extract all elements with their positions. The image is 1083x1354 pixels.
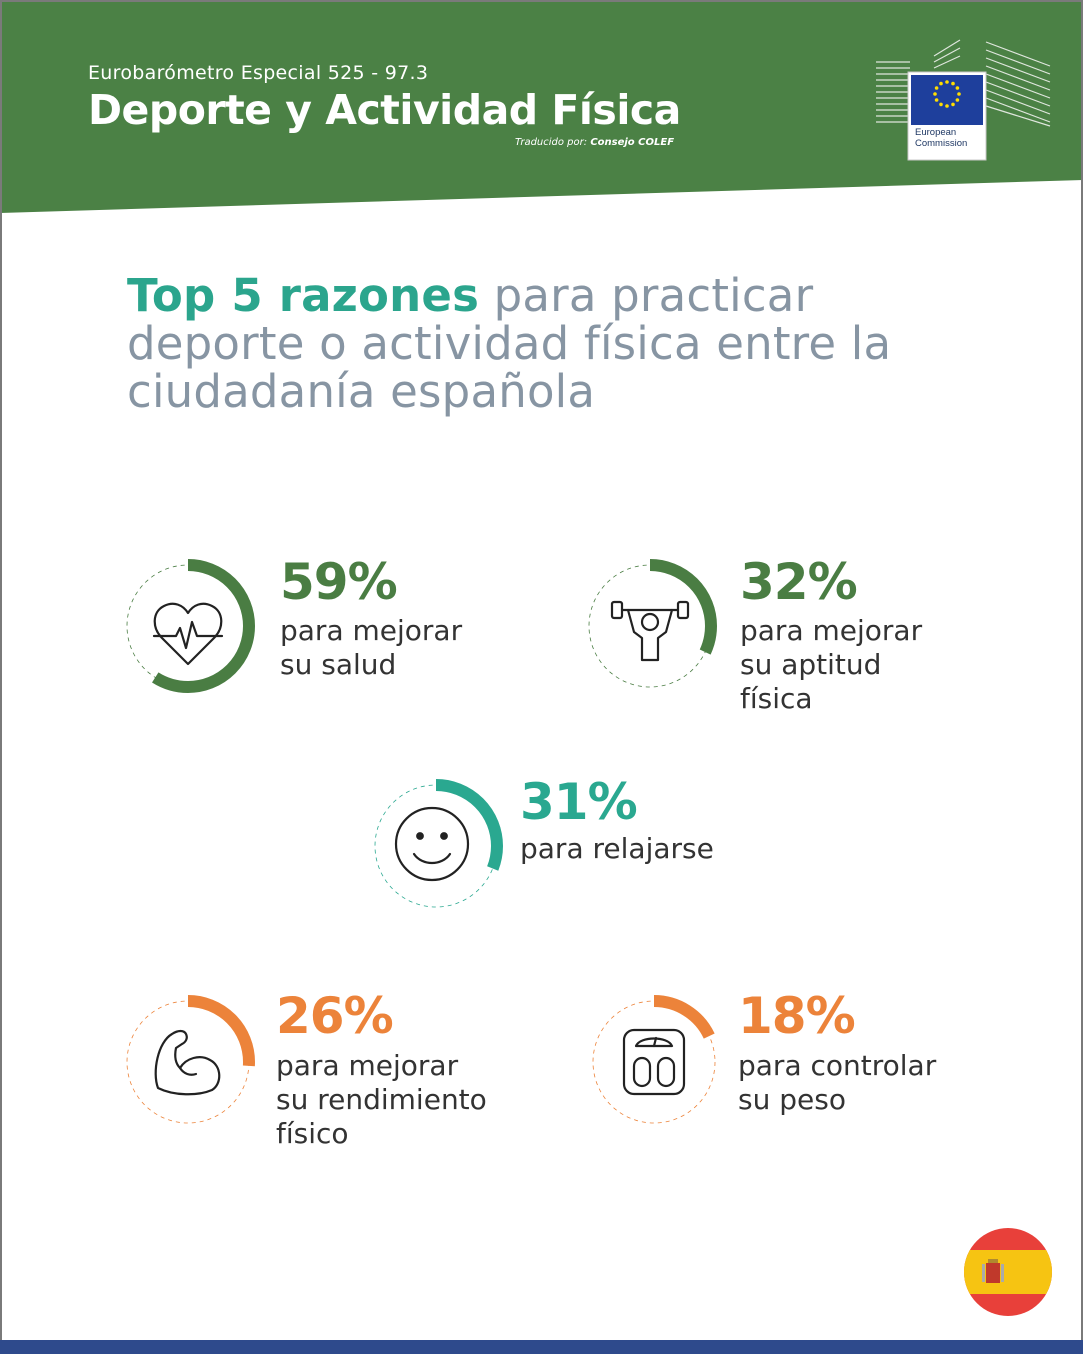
translation-credit: Traducido por: Consejo COLEF — [515, 137, 675, 148]
flexed-bicep-icon — [154, 1029, 221, 1096]
report-title: Deporte y Actividad Física — [88, 86, 681, 134]
stat-ring-fitness — [583, 559, 717, 693]
smiley-face-icon — [394, 806, 470, 882]
stat-label-health: para mejorar su salud — [280, 614, 463, 681]
stat-percent-fitness: 32% — [740, 553, 858, 611]
stat-ring-weight — [587, 995, 721, 1129]
stat-ring-progress — [587, 995, 721, 1129]
stat-label-relax: para relajarse — [520, 832, 714, 865]
stat-percent-relax: 31% — [520, 773, 638, 831]
spain-flag-icon — [964, 1228, 1052, 1316]
headline: Top 5 razones para practicar deporte o a… — [127, 272, 947, 416]
stat-ring-progress — [121, 559, 255, 693]
stat-ring-progress — [369, 779, 503, 913]
stat-label-weight: para controlar su peso — [738, 1049, 937, 1116]
report-subtitle: Eurobarómetro Especial 525 - 97.3 — [88, 62, 429, 84]
stat-percent-weight: 18% — [738, 987, 856, 1045]
heart-pulse-icon — [152, 602, 224, 666]
european-commission-text: European Commission — [915, 127, 968, 149]
stat-ring-performance — [121, 995, 255, 1129]
stat-label-performance: para mejorar su rendimiento físico — [276, 1049, 487, 1150]
footer-bar — [0, 1340, 1083, 1354]
weighing-scale-icon — [622, 1028, 686, 1096]
stat-ring-relax — [369, 779, 503, 913]
stat-percent-health: 59% — [280, 553, 398, 611]
header-banner — [0, 0, 1083, 213]
headline-strong: Top 5 razones — [127, 269, 480, 322]
stat-label-fitness: para mejorar su aptitud física — [740, 614, 923, 715]
european-commission-logo — [876, 39, 1051, 161]
weightlifter-icon — [610, 600, 690, 662]
stat-ring-progress — [121, 995, 255, 1129]
headline-rest: para practicar deporte o actividad físic… — [127, 269, 892, 418]
stat-percent-performance: 26% — [276, 987, 394, 1045]
stat-ring-progress — [583, 559, 717, 693]
stat-ring-health — [121, 559, 255, 693]
